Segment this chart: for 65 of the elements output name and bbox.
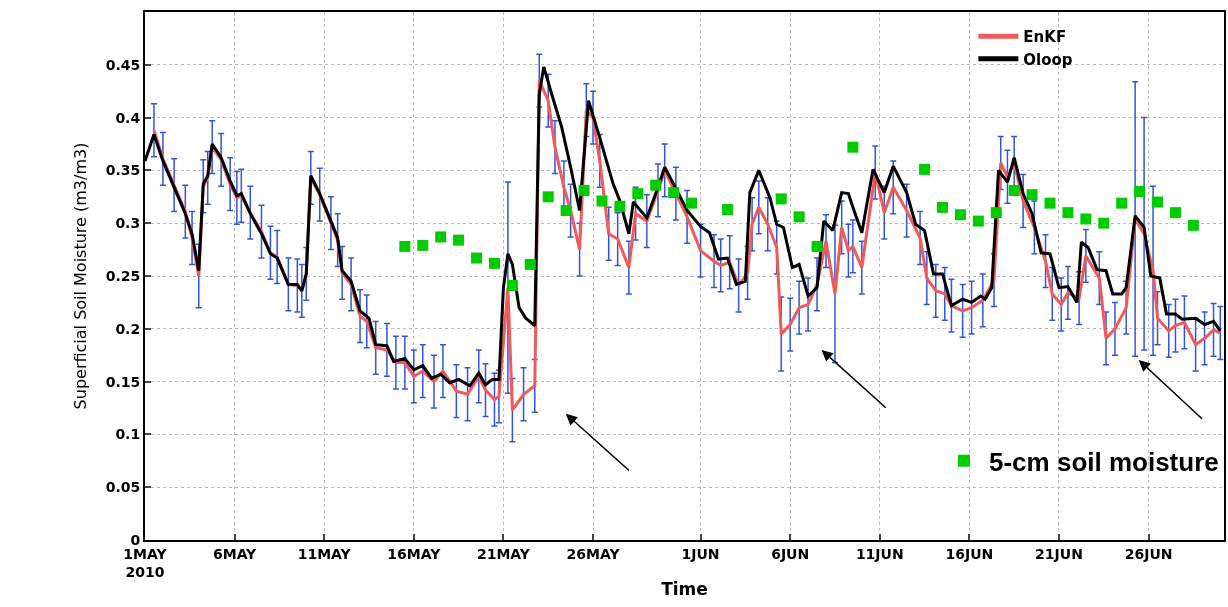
point (1116, 197, 1128, 209)
x-tick-label: 16MAY (387, 545, 442, 562)
point (578, 184, 590, 196)
x-tick-label: 1JUN (681, 545, 720, 562)
point (1098, 217, 1110, 229)
point (1026, 189, 1038, 201)
point (1044, 197, 1056, 209)
point (560, 205, 572, 217)
y-tick-label: 0.15 (105, 373, 141, 390)
point (435, 231, 447, 243)
point (614, 200, 626, 212)
point (650, 179, 662, 191)
point (453, 234, 465, 246)
point (972, 215, 984, 227)
y-tick-label: 0.2 (115, 320, 141, 337)
point (919, 163, 931, 175)
legend-label: Oloop (1023, 50, 1073, 69)
point (954, 209, 966, 221)
y-tick-label: 0.35 (105, 162, 141, 179)
x-tick-label: 11JUN (855, 545, 904, 562)
point (847, 141, 859, 153)
x-tick-label: 11MAY (297, 545, 352, 562)
x-axis-title: Time (661, 578, 708, 599)
point (668, 187, 680, 199)
point (488, 257, 500, 269)
x-tick-label: 26MAY (566, 545, 621, 562)
point (1062, 207, 1074, 219)
y-tick-label: 0.05 (105, 479, 141, 496)
point (793, 211, 805, 223)
y-tick-label: 0.25 (105, 267, 141, 284)
y-tick-label: 0.3 (115, 215, 141, 232)
point (417, 239, 429, 251)
point (1008, 184, 1020, 196)
y-tick-label: 0.4 (115, 109, 141, 126)
point (399, 240, 411, 252)
x-tick-label: 6JUN (771, 545, 810, 562)
x-tick-label: 21JUN (1035, 545, 1083, 562)
point (1080, 213, 1092, 225)
point (936, 201, 948, 213)
point (506, 280, 518, 291)
point (471, 252, 483, 264)
legend-label: EnKF (1023, 28, 1067, 47)
point (775, 193, 787, 205)
point (990, 207, 1002, 219)
y-tick-label: 0 (130, 531, 141, 548)
x-tick-label: 1MAY 2010 (123, 545, 168, 580)
y-axis-title: Superficial Soil Moisture (m3/m3) (71, 142, 91, 410)
legend-label: 5-cm soil moisture (989, 446, 1219, 477)
x-tick-label: 16JUN (945, 545, 994, 562)
x-tick-label: 21MAY (476, 545, 531, 562)
point (1187, 219, 1199, 231)
point (686, 197, 698, 209)
x-tick-label: 6MAY (212, 545, 258, 562)
y-tick-label: 0.45 (105, 56, 141, 73)
point (721, 203, 733, 215)
point (811, 240, 823, 252)
point (1169, 207, 1181, 219)
point (596, 195, 608, 207)
point (1152, 196, 1164, 208)
point (632, 188, 644, 200)
y-tick-label: 0.1 (115, 426, 141, 443)
point (1134, 186, 1146, 198)
point (524, 258, 536, 270)
point (542, 191, 554, 203)
x-tick-label: 26JUN (1124, 545, 1173, 562)
